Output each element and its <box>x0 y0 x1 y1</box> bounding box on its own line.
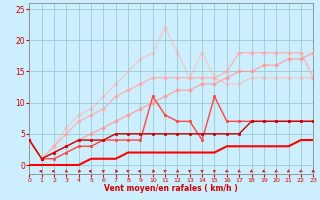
X-axis label: Vent moyen/en rafales ( km/h ): Vent moyen/en rafales ( km/h ) <box>104 184 238 193</box>
